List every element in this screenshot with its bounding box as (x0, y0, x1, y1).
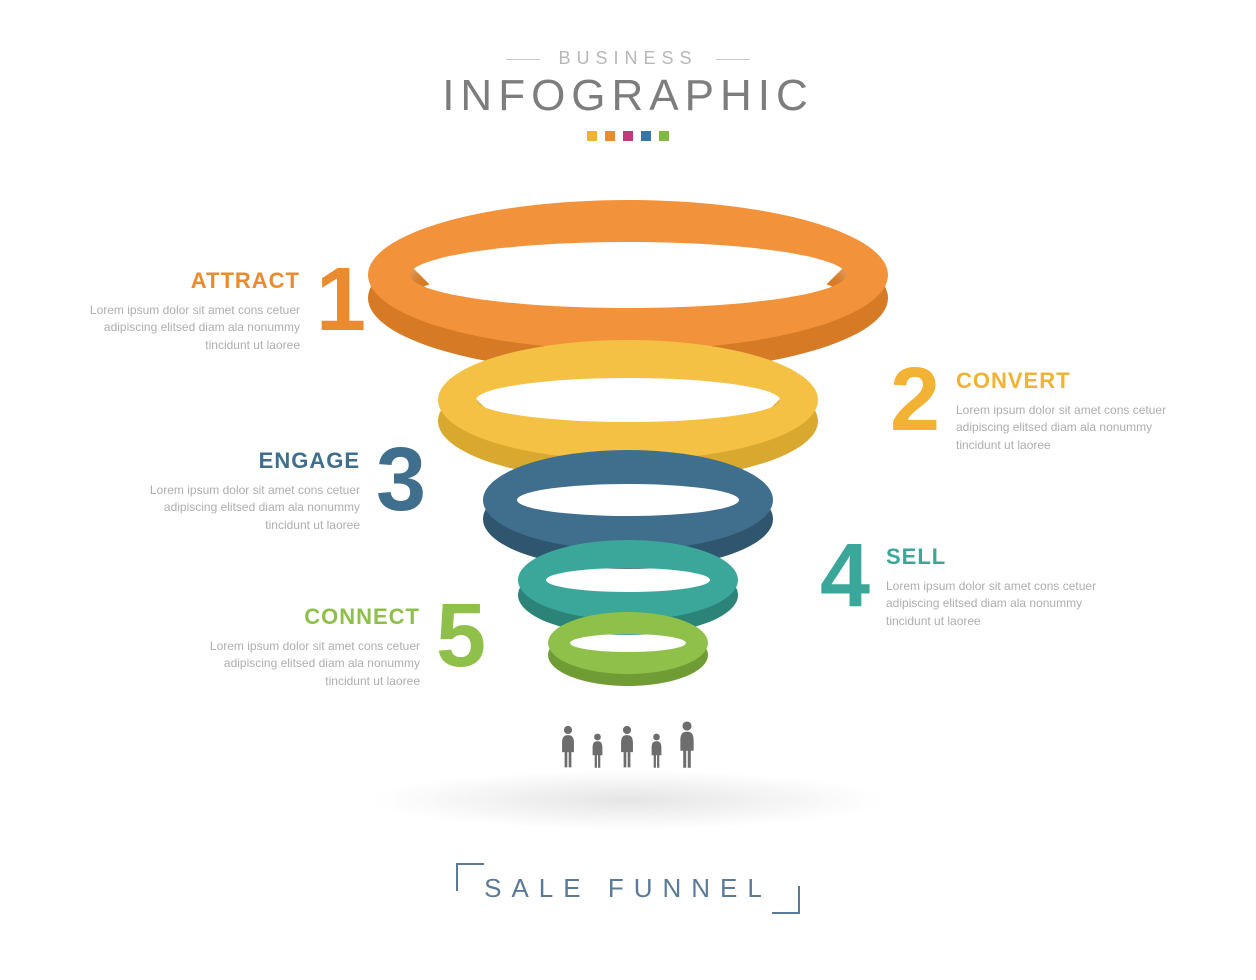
step-description: Lorem ipsum dolor sit amet cons cetuer a… (120, 638, 420, 690)
header-dot (641, 131, 651, 141)
step-5: 5CONNECTLorem ipsum dolor sit amet cons … (120, 604, 420, 690)
person-icon (591, 732, 605, 770)
step-2: 2CONVERTLorem ipsum dolor sit amet cons … (956, 368, 1256, 454)
funnel-ring-1 (368, 200, 888, 350)
step-number: 3 (376, 444, 426, 516)
person-icon (560, 724, 577, 770)
step-description: Lorem ipsum dolor sit amet cons cetuer a… (956, 402, 1256, 454)
step-1: 1ATTRACTLorem ipsum dolor sit amet cons … (0, 268, 300, 354)
step-label: SELL (886, 544, 1186, 570)
step-description: Lorem ipsum dolor sit amet cons cetuer a… (886, 578, 1186, 630)
step-3: 3ENGAGELorem ipsum dolor sit amet cons c… (60, 448, 360, 534)
funnel-ring-5 (548, 612, 708, 674)
step-4: 4SELLLorem ipsum dolor sit amet cons cet… (886, 544, 1186, 630)
footer-label: SALE FUNNEL (456, 867, 800, 910)
person-icon (650, 732, 664, 770)
step-label: CONNECT (120, 604, 420, 630)
header-dot (587, 131, 597, 141)
header-dot (659, 131, 669, 141)
funnel (348, 200, 908, 720)
header-dot (605, 131, 615, 141)
step-label: ATTRACT (0, 268, 300, 294)
header: BUSINESS INFOGRAPHIC (0, 48, 1256, 141)
person-icon (619, 724, 636, 770)
header-title: INFOGRAPHIC (0, 71, 1256, 121)
people-shadow (368, 770, 888, 830)
step-label: ENGAGE (60, 448, 360, 474)
header-color-dots (0, 131, 1256, 141)
funnel-ring-4 (518, 540, 738, 620)
step-number: 5 (436, 600, 486, 672)
step-description: Lorem ipsum dolor sit amet cons cetuer a… (0, 302, 300, 354)
funnel-ring-3 (483, 450, 773, 550)
footer: SALE FUNNEL (0, 867, 1256, 910)
step-number: 4 (820, 540, 870, 612)
step-number: 1 (316, 264, 366, 336)
person-icon (678, 720, 697, 770)
step-description: Lorem ipsum dolor sit amet cons cetuer a… (60, 482, 360, 534)
step-number: 2 (890, 364, 940, 436)
header-pretitle: BUSINESS (540, 48, 715, 69)
people-row (560, 720, 697, 770)
header-dot (623, 131, 633, 141)
funnel-ring-2 (438, 340, 818, 460)
step-label: CONVERT (956, 368, 1256, 394)
